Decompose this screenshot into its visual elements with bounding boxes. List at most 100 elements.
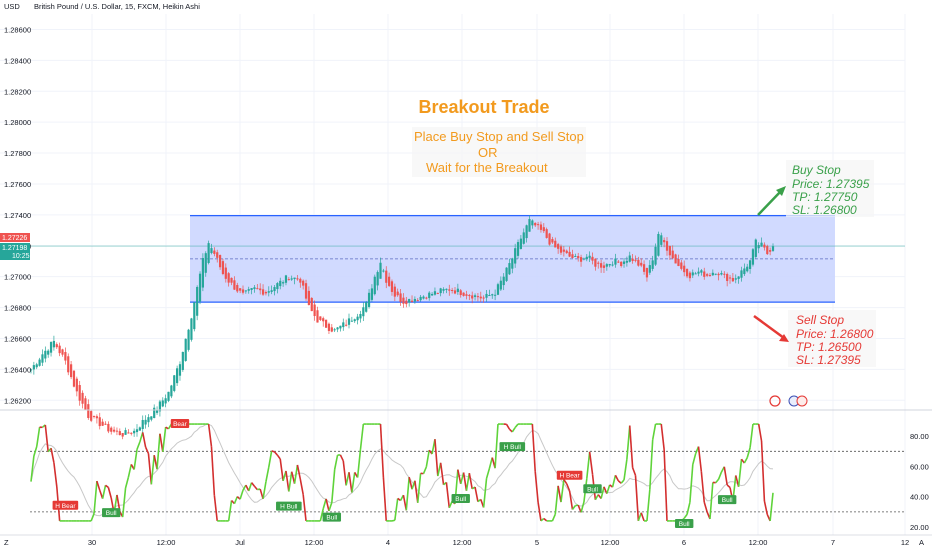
zoom-icon[interactable]: Z (4, 538, 9, 547)
candle-body (41, 354, 44, 363)
candle-body (322, 318, 325, 322)
candle-body (660, 235, 663, 245)
oscillator-segment (534, 471, 539, 503)
candle-body (273, 287, 276, 292)
price-tick-label: 1.26400 (4, 365, 31, 374)
candle-body (665, 241, 669, 251)
oscillator-segment (434, 439, 439, 477)
sell-arrow[interactable] (753, 314, 785, 340)
note-line-3: Wait for the Breakout (426, 160, 548, 175)
oscillator-segment (743, 457, 748, 464)
candle-body (465, 294, 468, 296)
candle-body (459, 290, 462, 296)
candle-body (304, 283, 308, 299)
candle-body (711, 272, 714, 276)
bull-tag[interactable]: Bull (674, 518, 694, 528)
note-box[interactable] (412, 127, 586, 177)
candle-body (204, 253, 207, 273)
oscillator-segment (611, 475, 617, 488)
secondary-price-label: 1.27198 (2, 245, 27, 252)
candle-body (112, 429, 116, 432)
oscillator-segment (703, 501, 708, 513)
candle-body (284, 275, 288, 283)
oscillator-segment (686, 502, 691, 515)
candle-body (548, 233, 551, 245)
bull-tag[interactable]: Bull (322, 512, 342, 522)
candle-body (104, 423, 107, 425)
candle-body (728, 277, 732, 279)
candle-body (505, 267, 508, 281)
us-flag-icon[interactable] (796, 395, 808, 407)
candle-body (164, 398, 167, 404)
candle-body (754, 239, 757, 257)
bull-tag[interactable]: Bull (717, 495, 737, 505)
bear-tag[interactable]: Bear (170, 419, 190, 429)
currency-label[interactable]: USD (4, 2, 20, 11)
candle-body (482, 297, 485, 299)
candle-body (282, 282, 285, 284)
candle-body (608, 264, 611, 266)
oscillator-segment (124, 477, 130, 489)
candle-body (591, 256, 594, 261)
bull-tag[interactable]: H Bull (276, 501, 302, 511)
oscillator-segment (709, 482, 714, 519)
candle-body (536, 224, 540, 226)
bear-tag[interactable]: H Bear (52, 500, 79, 510)
oscillator-segment (356, 449, 362, 478)
candle-body (413, 298, 416, 302)
bull-tag[interactable]: Bull (102, 508, 121, 518)
candle-body (723, 273, 726, 275)
candle-body (115, 430, 119, 432)
candle-body (319, 316, 322, 320)
candle-body (640, 262, 643, 266)
tag-background (52, 500, 79, 510)
event-icon[interactable] (769, 395, 781, 407)
candle-body (706, 274, 709, 276)
candle-body (382, 270, 385, 272)
candle-body (313, 304, 316, 317)
time-scale[interactable]: 30 12:00 Jul 12:00 4 12:00 5 12:00 6 12:00 7 12 (88, 538, 909, 547)
oscillator-segment (35, 427, 41, 447)
candle-body (677, 258, 680, 267)
oscillator-segment (253, 485, 258, 491)
oscillator-segment (90, 513, 95, 522)
sell-stop-box[interactable] (788, 310, 876, 367)
candle-body (196, 286, 199, 316)
candle-body (98, 417, 101, 427)
candle-body (270, 290, 273, 292)
oscillator-segment (322, 498, 327, 510)
oscillator-segment (715, 478, 720, 484)
price-tick-label: 1.28400 (4, 56, 31, 65)
candle-body (259, 288, 262, 291)
bull-tag[interactable]: Bull (451, 494, 470, 504)
bull-tag[interactable]: Bull (583, 484, 602, 494)
oscillator-tick-label: 40.00 (910, 493, 929, 502)
candle-body (614, 258, 617, 265)
auto-scale-icon[interactable]: A (919, 538, 924, 547)
candle-body (760, 242, 763, 247)
oscillator-scale[interactable]: 80.00 60.00 40.00 20.00 (910, 432, 929, 532)
price-scale[interactable]: 1.28600 1.28400 1.28200 1.28000 1.27800 1.276… (4, 25, 31, 405)
bull-tag[interactable]: H Bull (499, 442, 526, 452)
candle-body (290, 278, 293, 280)
candle-body (207, 243, 210, 263)
annotation-title[interactable]: Breakout Trade (418, 97, 549, 117)
buy-stop-box[interactable] (786, 160, 874, 217)
oscillator-segment (445, 482, 451, 508)
candle-body (198, 273, 202, 302)
buy-stop-sl: SL: 1.26800 (792, 203, 857, 217)
candle-body (408, 298, 411, 303)
oscillator-segment (603, 486, 608, 494)
candle-body (279, 280, 282, 287)
oscillator-segment (689, 464, 694, 503)
oscillator-segment (580, 501, 585, 513)
oscillator-segment (359, 423, 365, 450)
buy-stop-price: Price: 1.27395 (792, 177, 870, 191)
buy-arrow[interactable] (757, 189, 783, 216)
candle-body (176, 368, 179, 384)
note-line-1: Place Buy Stop and Sell Stop (414, 129, 584, 144)
candle-body (731, 277, 734, 282)
candle-body (244, 290, 247, 292)
oscillator-segment (494, 424, 499, 469)
bear-tag[interactable]: H Bear (556, 470, 583, 480)
